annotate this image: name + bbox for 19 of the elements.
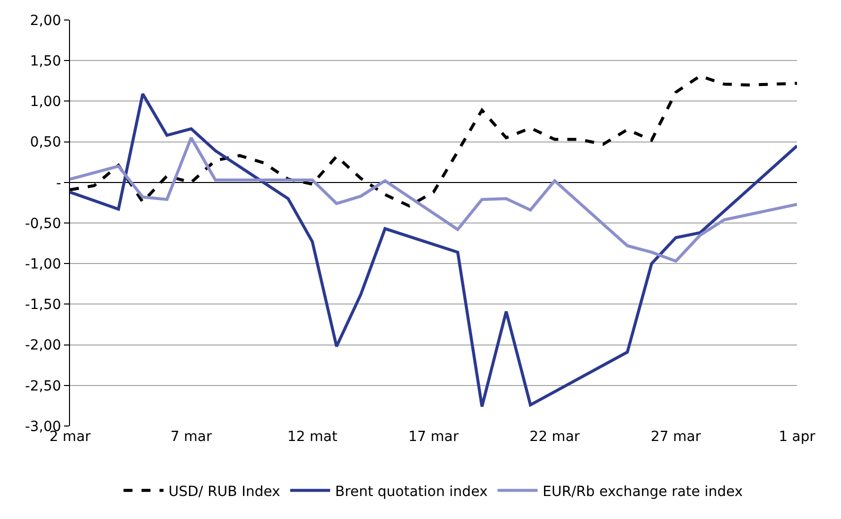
x-tick-label: 7 mar	[170, 429, 212, 445]
x-tick-label: 12 mat	[287, 429, 338, 445]
y-tick-label: -1,50	[24, 297, 62, 314]
x-tick-label: 22 mar	[530, 429, 580, 445]
x-tick-label: 17 mar	[408, 429, 459, 445]
y-tick-label: -1,00	[24, 256, 62, 272]
legend-label: EUR/Rb exchange rate index	[542, 484, 743, 500]
y-tick-label: -0,50	[24, 216, 62, 232]
x-tick-label: 27 mar	[650, 429, 702, 445]
y-tick-label: 2,00	[30, 12, 62, 29]
y-tick-label: -	[56, 175, 62, 192]
y-tick-label: -2,50	[24, 378, 62, 394]
x-tick-label: 1 apr	[778, 429, 816, 445]
y-tick-label: -2,00	[24, 338, 62, 354]
y-tick-label: 1,50	[30, 54, 62, 70]
y-tick-label: 0,50	[30, 134, 62, 151]
y-tick-label: 1,00	[30, 94, 62, 110]
legend-label: USD/ RUB Index	[168, 484, 280, 500]
legend-label: Brent quotation index	[335, 484, 488, 500]
